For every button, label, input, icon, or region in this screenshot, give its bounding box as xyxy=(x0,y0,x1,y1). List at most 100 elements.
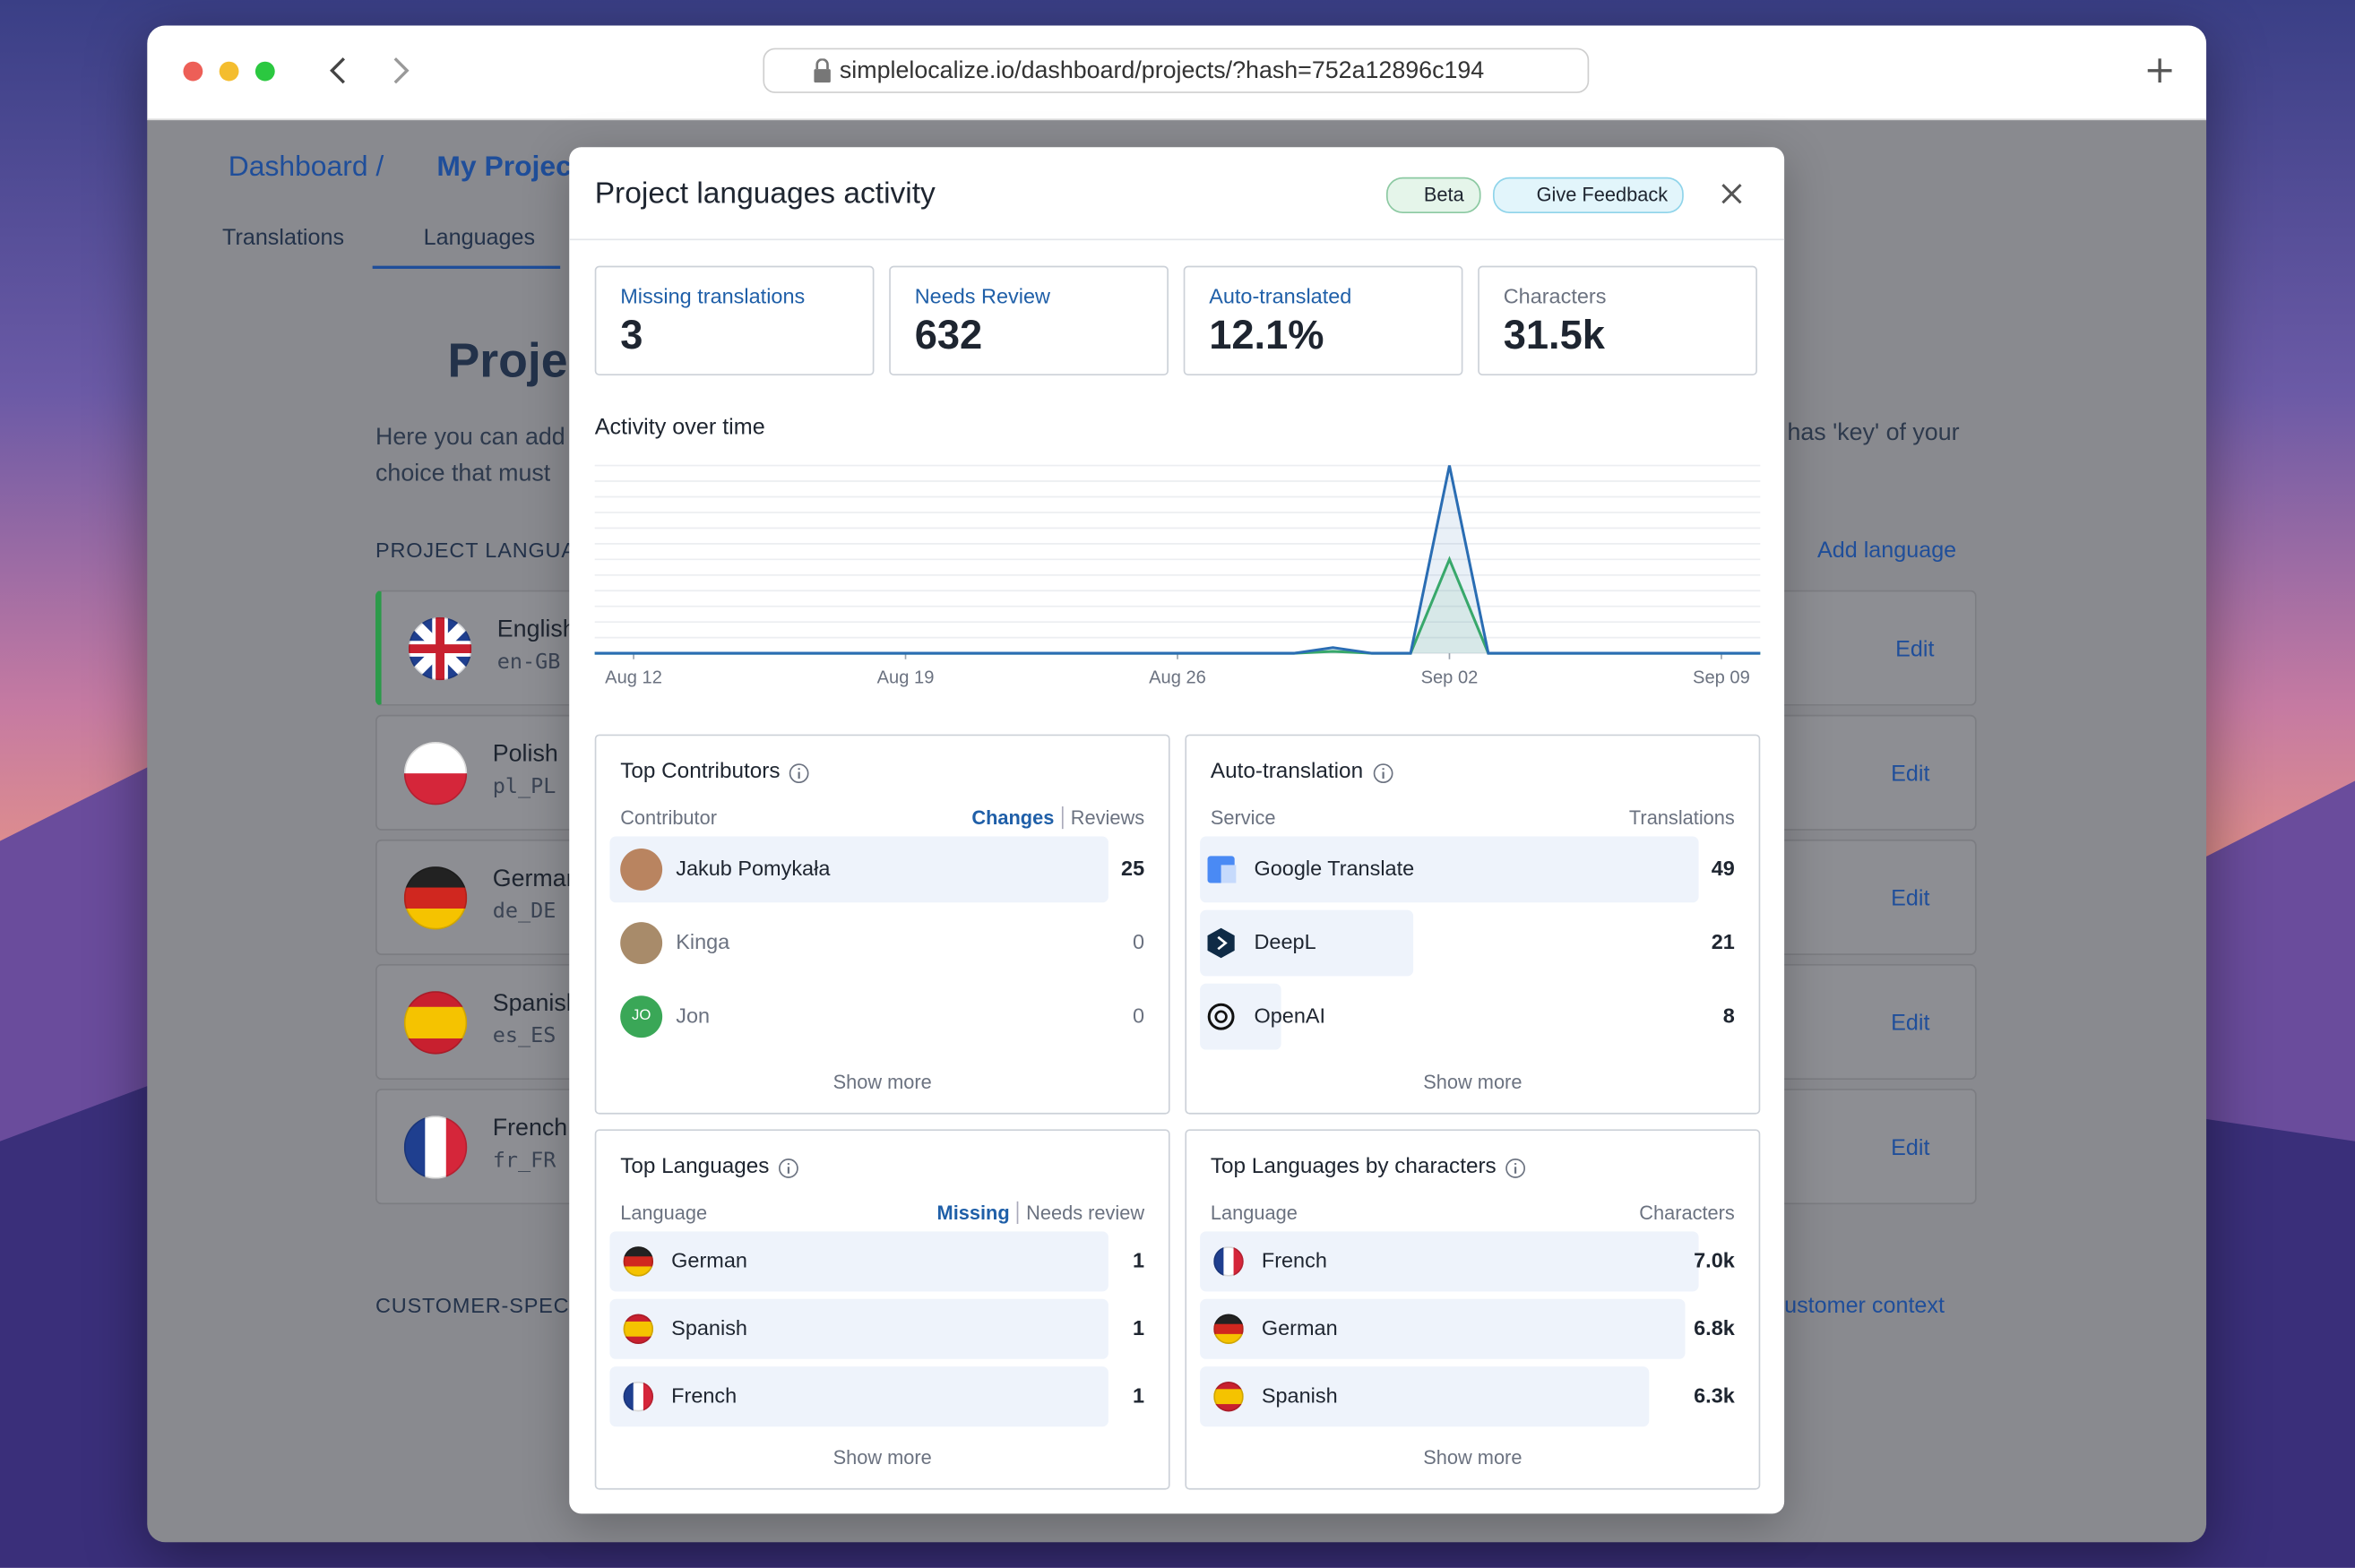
close-modal[interactable] xyxy=(1720,182,1744,206)
icon-part xyxy=(1221,865,1237,883)
lock-icon xyxy=(814,58,831,83)
tab[interactable]: Languages xyxy=(423,225,536,251)
stat-value: 3 xyxy=(620,312,643,358)
beta-badge: Beta xyxy=(1385,177,1481,213)
row-value: 8 xyxy=(1722,1003,1735,1028)
stripe xyxy=(403,908,468,930)
stat-value: 632 xyxy=(914,312,983,358)
row-value: 0 xyxy=(1133,1003,1145,1028)
metric: Characters xyxy=(1639,1201,1735,1224)
row-name: German xyxy=(1261,1315,1338,1340)
value-bar xyxy=(1200,1231,1699,1292)
metric: Translations xyxy=(1628,806,1735,830)
language-name: Spanish xyxy=(492,991,580,1017)
stat-label: Characters xyxy=(1503,283,1607,308)
info-icon xyxy=(1505,1159,1525,1178)
area xyxy=(594,559,1761,654)
stat-panel: Top Contributors Contributor Changes Review… xyxy=(594,734,1170,1115)
x-tick-label: Sep 09 xyxy=(1693,668,1750,688)
stripe xyxy=(1213,1381,1244,1391)
x-tick-label: Aug 19 xyxy=(877,668,935,688)
avatar xyxy=(620,848,663,891)
breadcrumb-item[interactable]: My Project xyxy=(436,151,582,184)
show-more[interactable]: Show more xyxy=(832,1071,932,1094)
show-more[interactable]: Show more xyxy=(1423,1071,1523,1094)
stripe xyxy=(623,1314,654,1322)
language-name: Polish xyxy=(492,741,558,768)
flag-body xyxy=(623,1246,654,1277)
info-circle xyxy=(1505,1159,1525,1178)
show-more[interactable]: Show more xyxy=(1423,1446,1523,1469)
edit-link[interactable]: Edit xyxy=(1891,885,1930,912)
breadcrumb-item[interactable]: Dashboard xyxy=(228,151,368,184)
stripe xyxy=(623,1246,654,1258)
feedback-button[interactable]: Give Feedback xyxy=(1492,177,1685,213)
row-name: Spanish xyxy=(1261,1383,1338,1408)
panel-title: Top Languages xyxy=(620,1154,770,1179)
row-value: 49 xyxy=(1711,856,1735,881)
icon-part xyxy=(1217,935,1228,951)
metric-header: Missing Needs review xyxy=(936,1201,1144,1224)
edit-link[interactable]: Edit xyxy=(1891,1010,1930,1037)
metric[interactable]: Missing xyxy=(936,1201,1010,1224)
tab-underline xyxy=(372,265,561,270)
avatar xyxy=(620,922,663,965)
stripe xyxy=(643,1381,654,1412)
stat-card[interactable]: Auto-translated 12.1% xyxy=(1183,265,1463,376)
stat-value: 12.1% xyxy=(1209,312,1324,358)
info-circle xyxy=(779,1159,798,1178)
nav-buttons[interactable] xyxy=(320,53,425,89)
show-more[interactable]: Show more xyxy=(832,1446,932,1469)
divider xyxy=(569,238,1785,241)
minimize-button[interactable] xyxy=(219,61,239,82)
value-bar xyxy=(1200,1298,1685,1359)
intro-line: Here you can add xyxy=(375,425,565,451)
zoom-button[interactable] xyxy=(254,61,275,82)
flag xyxy=(403,866,468,930)
row-value: 25 xyxy=(1121,856,1145,881)
section-title: PROJECT LANGUA xyxy=(375,538,576,562)
intro-right: has 'key' of your xyxy=(1787,420,1960,446)
metric[interactable]: Needs review xyxy=(1017,1201,1144,1224)
metric-header: Translations xyxy=(1629,806,1735,829)
flag xyxy=(403,741,468,806)
language-code: pl_PL xyxy=(492,774,556,799)
flag-border xyxy=(403,866,468,930)
row-name: Google Translate xyxy=(1254,856,1415,881)
stripe xyxy=(623,1266,654,1277)
new-tab[interactable] xyxy=(2144,56,2175,86)
row-value: 6.3k xyxy=(1694,1383,1735,1408)
flag-body xyxy=(1213,1381,1244,1412)
flag-border xyxy=(1213,1314,1244,1345)
stat-label: Needs Review xyxy=(914,283,1050,308)
flag xyxy=(623,1246,654,1277)
stripe xyxy=(403,741,468,774)
add-language[interactable]: Add language xyxy=(1816,538,1957,564)
chart-title: Activity over time xyxy=(594,414,765,441)
stripe xyxy=(633,1381,644,1412)
stripe xyxy=(403,1038,468,1055)
flag-border xyxy=(1213,1381,1244,1412)
panel-title: Top Contributors xyxy=(620,760,781,784)
close-button[interactable] xyxy=(183,61,203,82)
edit-link[interactable]: Edit xyxy=(1891,761,1930,788)
tab[interactable]: Translations xyxy=(222,225,345,251)
flag-body xyxy=(1213,1246,1244,1277)
value-bar xyxy=(609,1366,1108,1427)
metric[interactable]: Reviews xyxy=(1061,806,1144,830)
flag xyxy=(1213,1381,1244,1412)
address-bar[interactable]: simplelocalize.io/dashboard/projects/?ha… xyxy=(763,47,1590,93)
edit-link[interactable]: Edit xyxy=(1891,1135,1930,1161)
row-value: 0 xyxy=(1133,929,1145,954)
stripe xyxy=(623,1336,654,1345)
service-icon xyxy=(1207,856,1237,883)
customer-link[interactable]: ustomer context xyxy=(1784,1293,1945,1319)
stat-panel: Top Languages Language Missing Needs review… xyxy=(594,1129,1170,1490)
metric[interactable]: Changes xyxy=(971,806,1055,830)
url: simplelocalize.io/dashboard/projects/?ha… xyxy=(839,58,1485,84)
stat-card[interactable]: Needs Review 632 xyxy=(889,265,1169,376)
stat-card[interactable]: Missing translations 3 xyxy=(594,265,875,376)
edit-link[interactable]: Edit xyxy=(1895,636,1935,663)
flag-body xyxy=(403,866,468,930)
stripe xyxy=(403,991,468,1008)
